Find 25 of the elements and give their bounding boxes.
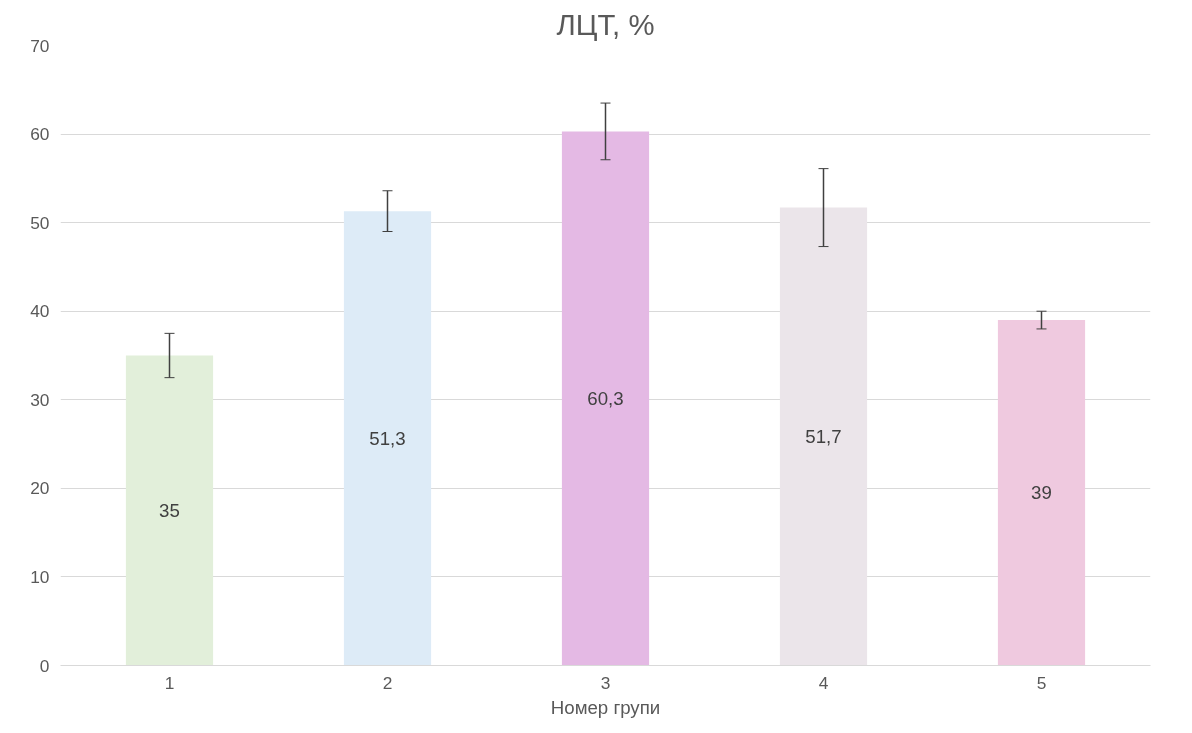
y-tick-label: 10 xyxy=(30,566,50,587)
data-label: 51,7 xyxy=(805,426,842,448)
y-tick-label: 60 xyxy=(30,124,50,145)
data-label: 51,3 xyxy=(369,427,406,449)
bar xyxy=(561,131,650,666)
data-label: 35 xyxy=(159,500,180,521)
x-tick-label: 1 xyxy=(164,672,175,693)
data-label: 60,3 xyxy=(587,387,624,409)
y-tick-label: 30 xyxy=(30,389,50,410)
data-label: 39 xyxy=(1031,482,1052,504)
bar xyxy=(779,207,868,666)
x-axis-title: Номер групи xyxy=(550,696,661,718)
x-tick-label: 4 xyxy=(818,672,829,693)
chart-title: ЛЦТ, % xyxy=(556,7,655,41)
y-tick-label: 50 xyxy=(30,212,50,233)
bar xyxy=(125,355,214,666)
x-tick-label: 2 xyxy=(382,672,393,693)
y-tick-label: 20 xyxy=(30,478,50,499)
bar xyxy=(997,320,1086,666)
x-tick-label: 5 xyxy=(1036,672,1047,693)
y-tick-label: 0 xyxy=(39,655,50,676)
y-tick-label: 70 xyxy=(30,35,50,56)
x-tick-label: 3 xyxy=(600,672,611,693)
bar xyxy=(343,211,432,666)
y-tick-label: 40 xyxy=(30,301,50,322)
